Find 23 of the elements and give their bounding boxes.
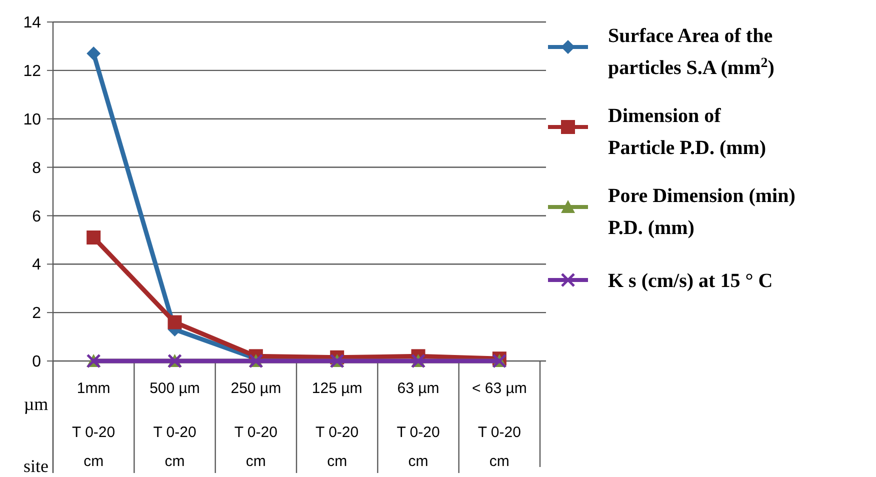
point	[168, 315, 182, 330]
text: µm	[24, 394, 48, 414]
legend-label: Dimension of Particle P.D. (mm)	[608, 105, 766, 159]
y-tick-label: 6	[32, 208, 42, 226]
text: site	[24, 456, 49, 476]
y-tick-label: 4	[32, 256, 42, 274]
y-tick-label: 0	[32, 354, 42, 371]
category-label: 125 µm T 0-20 cm	[312, 380, 362, 470]
y-tick-label: 10	[23, 111, 42, 128]
point	[86, 46, 101, 60]
legend-label: K s (cm/s) at 15 ° C	[608, 270, 773, 292]
y-tick-label: 8	[32, 160, 42, 177]
category-label: 1mm T 0-20 cm	[72, 380, 116, 470]
y-tick-label: 12	[23, 63, 42, 80]
y-tick-label: 14	[23, 14, 42, 32]
category-label: 63 µm T 0-20 cm	[396, 380, 440, 470]
category-label: < 63 µm T 0-20 cm	[472, 380, 527, 470]
y-tick-label: 2	[32, 305, 42, 322]
category-label: 500 µm T 0-20 cm	[150, 380, 200, 470]
category-label: 250 µm T 0-20 cm	[230, 380, 282, 470]
legend-label: Pore Dimension (min) P.D. (mm)	[608, 185, 796, 239]
legend-label: Surface Area of the particles S.A (mm$^{2}$)	[608, 25, 774, 79]
point	[86, 230, 101, 245]
